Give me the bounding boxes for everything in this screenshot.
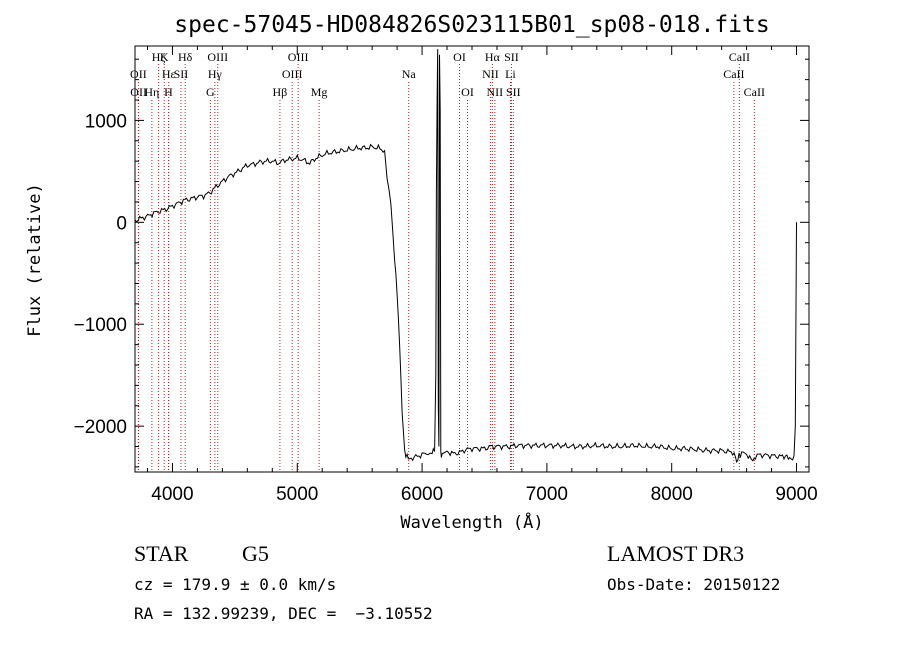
line-label: CaII	[744, 85, 765, 99]
line-label: OI	[453, 50, 466, 64]
y-tick-label: −1000	[74, 315, 127, 336]
line-label: NII	[487, 85, 504, 99]
x-axis-label: Wavelength (Å)	[400, 511, 543, 533]
line-label: OIII	[288, 50, 309, 64]
x-tick-label: 8000	[651, 484, 693, 505]
line-label: NII	[482, 67, 499, 81]
line-label: K	[160, 50, 169, 64]
x-tick-label: 9000	[775, 484, 817, 505]
line-label: Hα	[485, 50, 501, 64]
survey-name: LAMOST DR3	[607, 541, 744, 566]
line-label: CaII	[729, 50, 750, 64]
x-tick-label: 7000	[526, 484, 568, 505]
line-label: OIII	[282, 67, 303, 81]
line-label: Hε	[162, 67, 176, 81]
y-tick-label: 1000	[85, 111, 127, 132]
line-label: Hδ	[178, 50, 193, 64]
line-label: Hβ	[273, 85, 288, 99]
y-axis-label: Flux (relative)	[25, 183, 45, 337]
chart-title: spec-57045-HD084826S023115B01_sp08-018.f…	[174, 12, 769, 38]
x-axis-ticks: 4000 5000 6000 7000 8000 9000	[146, 46, 818, 505]
line-label: Hη	[144, 85, 159, 99]
plot-frame	[134, 45, 810, 473]
x-tick-label: 4000	[151, 484, 193, 505]
coordinates: RA = 132.99239, DEC = −3.10552	[134, 604, 433, 623]
line-label: Li	[505, 67, 516, 81]
line-label: Hγ	[208, 67, 223, 81]
y-tick-label: −2000	[74, 417, 127, 438]
line-label: Hζ	[152, 50, 166, 64]
line-label: OII	[130, 85, 147, 99]
line-label: SII	[506, 85, 521, 99]
redshift-readout: cz = 179.9 ± 0.0 km/s	[134, 575, 336, 594]
line-label: SII	[174, 67, 189, 81]
spectrum-line	[134, 49, 797, 464]
y-axis-ticks: 1000 0 −1000 −2000	[74, 58, 809, 468]
x-tick-label: 6000	[401, 484, 443, 505]
object-subclass: G5	[242, 541, 269, 566]
line-label: CaII	[723, 67, 744, 81]
line-label: Mg	[311, 85, 328, 99]
x-tick-label: 5000	[276, 484, 318, 505]
line-label: OI	[461, 85, 474, 99]
line-label: OII	[130, 67, 147, 81]
obs-date: Obs-Date: 20150122	[607, 575, 780, 594]
line-label: SII	[504, 50, 519, 64]
y-tick-label: 0	[116, 213, 127, 234]
line-label: OIII	[207, 50, 228, 64]
object-class: STAR	[134, 541, 189, 566]
line-label: H	[164, 85, 173, 99]
line-label: G	[206, 85, 215, 99]
line-label: Na	[402, 67, 417, 81]
